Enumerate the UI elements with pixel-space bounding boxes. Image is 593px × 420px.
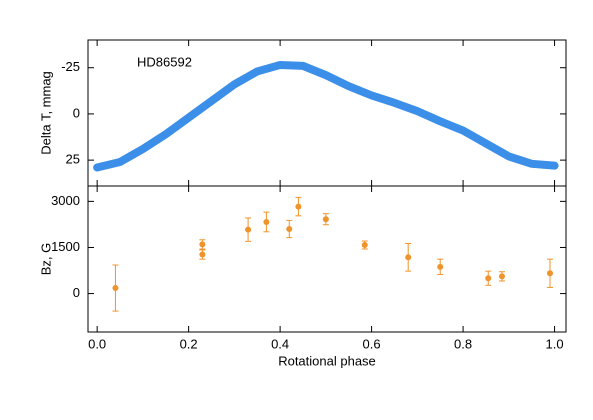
point	[286, 226, 293, 233]
point	[199, 251, 206, 258]
x-tick-label: 0.0	[88, 336, 106, 351]
point	[437, 263, 444, 270]
x-tick-label: 0.6	[363, 336, 381, 351]
point	[405, 254, 412, 261]
y-tick-label: 3000	[51, 193, 80, 208]
y-tick-label: 0	[73, 105, 80, 120]
point	[546, 270, 553, 277]
point	[485, 275, 492, 282]
y-tick-label: -25	[61, 59, 80, 74]
bottom-frame	[87, 185, 567, 333]
point	[361, 242, 368, 249]
point	[322, 216, 329, 223]
x-tick-label: 0.8	[454, 336, 472, 351]
point	[263, 218, 270, 225]
point	[245, 226, 252, 233]
y-axis-label: Bz, G	[38, 243, 53, 276]
point	[112, 285, 119, 292]
point	[498, 273, 505, 280]
x-tick-label: 0.2	[180, 336, 198, 351]
y-tick-label: 1500	[51, 239, 80, 254]
y-tick-label: 25	[66, 152, 80, 167]
curve	[93, 60, 559, 172]
point	[295, 203, 302, 210]
x-tick-label: 0.4	[271, 336, 289, 351]
y-tick-label: 0	[73, 285, 80, 300]
point	[199, 241, 206, 248]
annotation: HD86592	[137, 54, 192, 69]
y-axis-label: Delta T, mmag	[38, 71, 53, 155]
x-tick-label: 1.0	[546, 336, 564, 351]
x-axis-label: Rotational phase	[278, 353, 376, 368]
